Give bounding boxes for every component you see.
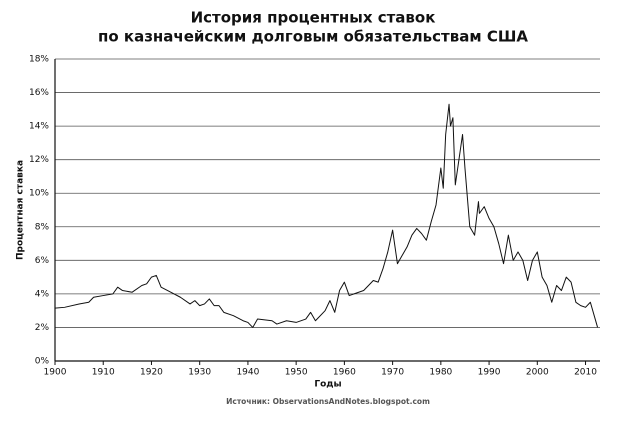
x-tick-label: 1980 [429,368,452,378]
x-tick-label: 1920 [140,368,163,378]
x-axis-label: Годы [314,380,341,390]
x-tick-label: 1960 [333,368,356,378]
y-tick-label: 16% [29,88,49,98]
x-tick-label: 1910 [92,368,115,378]
y-tick-label: 2% [35,323,50,333]
y-tick-label: 6% [35,256,50,266]
chart-title: по казначейским долговым обязательствам … [98,28,528,46]
y-axis-label: Процентная ставка [16,160,26,260]
y-tick-label: 4% [35,289,50,299]
x-tick-label: 1940 [236,368,259,378]
x-tick-label: 1950 [285,368,308,378]
x-tick-label: 1990 [478,368,501,378]
data-line [54,103,599,328]
x-tick-label: 1970 [381,368,404,378]
x-tick-label: 1930 [188,368,211,378]
x-tick-label: 2000 [526,368,549,378]
y-tick-label: 18% [29,55,49,65]
y-tick-label: 12% [29,155,49,165]
y-tick-label: 0% [35,357,50,367]
source: Источник: ObservationsAndNotes.blogspot.… [226,397,430,406]
x-tick-label: 2010 [574,368,597,378]
x-tick-label: 1900 [44,368,67,378]
y-tick-label: 10% [29,189,49,199]
y-tick-label: 8% [35,222,50,232]
y-tick-label: 14% [29,122,49,132]
chart-title: История процентных ставок [191,9,436,27]
